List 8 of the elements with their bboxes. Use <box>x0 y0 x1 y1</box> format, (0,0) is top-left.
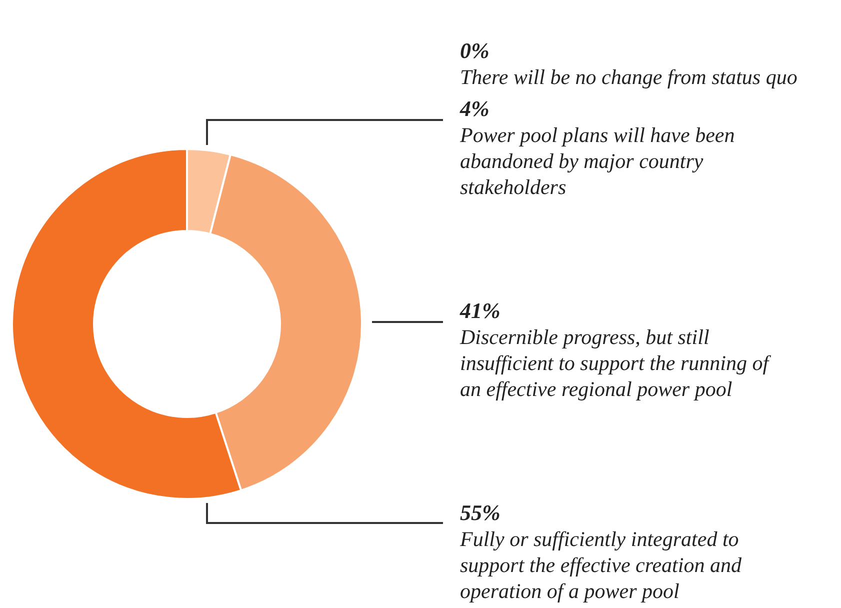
category-label: There will be no change from status quo <box>460 65 798 89</box>
data-label: 55% <box>460 500 502 526</box>
slice-label: Fully or sufficiently integrated to support the effective creation and operation of a power pool <box>460 526 742 604</box>
slice-label: Discernible progress, but still insufficient to support the running of an effective regional power pool <box>460 324 772 402</box>
data-label: 41% <box>460 298 502 324</box>
text: 0% <box>460 38 490 63</box>
data-label: 4% <box>460 96 490 122</box>
slice-label: Power pool plans will have been abandoned by major country stakeholders <box>460 122 736 200</box>
